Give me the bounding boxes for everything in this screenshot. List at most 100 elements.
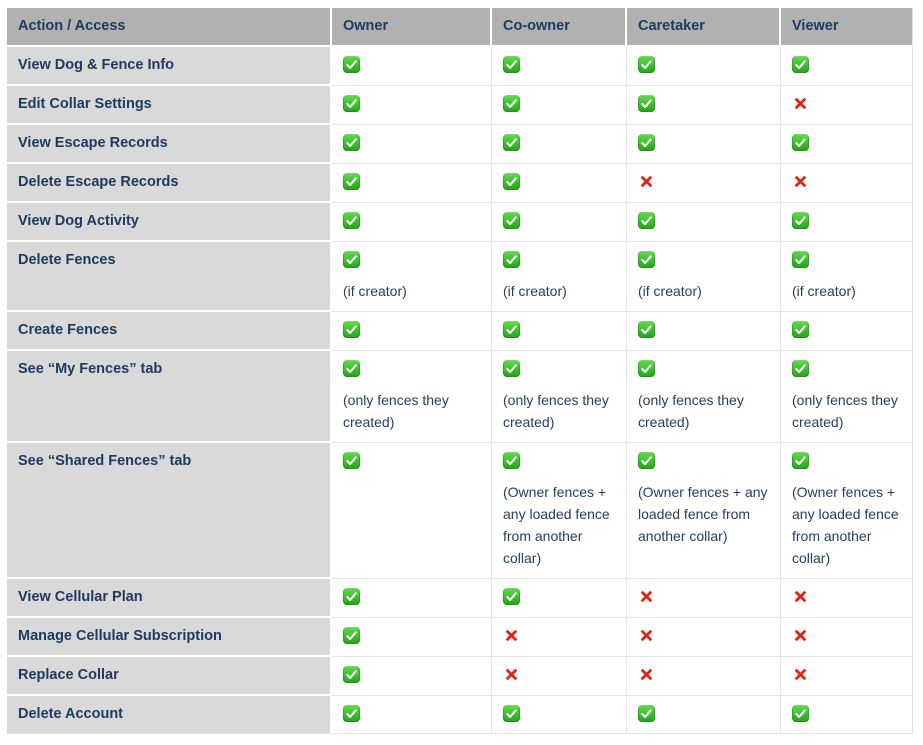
table-row: Edit Collar Settings (7, 86, 913, 125)
permission-granted-cell (332, 657, 492, 696)
check-icon (343, 251, 360, 268)
permission-granted-cell (332, 618, 492, 657)
table-row: See “Shared Fences” tab (Owner fences + a… (7, 443, 913, 579)
table-row: View Escape Records (7, 125, 913, 164)
permission-note: (only fences they created) (792, 392, 898, 430)
permission-granted-cell (627, 203, 781, 242)
permission-granted-cell (332, 47, 492, 86)
table-row: See “My Fences” tab (only fences they cre… (7, 351, 913, 443)
check-icon (343, 666, 360, 683)
check-icon (638, 321, 655, 338)
permission-note: (Owner fences + any loaded fence from an… (792, 484, 899, 566)
column-header-viewer: Viewer (781, 8, 913, 47)
permissions-table-header: Action / Access Owner Co-owner Caretaker Vie… (7, 8, 913, 47)
permission-denied-cell (492, 657, 627, 696)
table-row: Replace Collar (7, 657, 913, 696)
cross-icon (638, 588, 655, 605)
permission-granted-cell (781, 47, 913, 86)
check-icon (503, 321, 520, 338)
action-label: See “My Fences” tab (7, 351, 332, 443)
action-label: Delete Fences (7, 242, 332, 312)
permission-granted-cell (332, 579, 492, 618)
table-row: View Cellular Plan (7, 579, 913, 618)
table-row: View Dog Activity (7, 203, 913, 242)
permission-granted-cell: (Owner fences + any loaded fence from an… (627, 443, 781, 579)
permission-note: (if creator) (343, 283, 407, 299)
permission-granted-cell: (only fences they created) (627, 351, 781, 443)
cross-icon (638, 666, 655, 683)
check-icon (343, 360, 360, 377)
action-label: View Escape Records (7, 125, 332, 164)
permission-denied-cell (781, 86, 913, 125)
permission-granted-cell (492, 86, 627, 125)
check-icon (792, 321, 809, 338)
permission-granted-cell (332, 86, 492, 125)
table-row: Delete Escape Records (7, 164, 913, 203)
check-icon (638, 452, 655, 469)
check-icon (343, 56, 360, 73)
check-icon (638, 134, 655, 151)
check-icon (638, 360, 655, 377)
permission-granted-cell (781, 203, 913, 242)
check-icon (343, 452, 360, 469)
permission-note: (if creator) (792, 283, 856, 299)
permission-granted-cell (627, 696, 781, 734)
permission-denied-cell (781, 579, 913, 618)
permission-denied-cell (627, 657, 781, 696)
check-icon (343, 95, 360, 112)
permission-granted-cell (492, 579, 627, 618)
check-icon (638, 212, 655, 229)
permission-granted-cell (492, 47, 627, 86)
permission-denied-cell (627, 618, 781, 657)
check-icon (503, 212, 520, 229)
check-icon (792, 251, 809, 268)
permission-granted-cell (492, 203, 627, 242)
action-label: Replace Collar (7, 657, 332, 696)
check-icon (503, 173, 520, 190)
permission-granted-cell: (only fences they created) (332, 351, 492, 443)
table-row: Manage Cellular Subscription (7, 618, 913, 657)
check-icon (343, 173, 360, 190)
check-icon (503, 134, 520, 151)
permission-denied-cell (627, 164, 781, 203)
check-icon (503, 588, 520, 605)
permission-granted-cell: (Owner fences + any loaded fence from an… (492, 443, 627, 579)
check-icon (638, 95, 655, 112)
permission-granted-cell (781, 696, 913, 734)
check-icon (792, 134, 809, 151)
permission-note: (only fences they created) (638, 392, 744, 430)
permission-note: (only fences they created) (343, 392, 449, 430)
permission-denied-cell (781, 657, 913, 696)
table-row: View Dog & Fence Info (7, 47, 913, 86)
check-icon (343, 705, 360, 722)
action-label: View Dog & Fence Info (7, 47, 332, 86)
check-icon (503, 452, 520, 469)
permission-granted-cell (492, 164, 627, 203)
check-icon (503, 251, 520, 268)
permission-denied-cell (627, 579, 781, 618)
action-label: Delete Escape Records (7, 164, 332, 203)
check-icon (503, 360, 520, 377)
action-label: Edit Collar Settings (7, 86, 332, 125)
cross-icon (638, 173, 655, 190)
permission-granted-cell (627, 86, 781, 125)
permission-granted-cell (781, 125, 913, 164)
column-header-owner: Owner (332, 8, 492, 47)
check-icon (343, 321, 360, 338)
cross-icon (503, 666, 520, 683)
cross-icon (792, 588, 809, 605)
check-icon (343, 627, 360, 644)
table-row: Create Fences (7, 312, 913, 351)
check-icon (792, 360, 809, 377)
cross-icon (792, 173, 809, 190)
permission-granted-cell (332, 312, 492, 351)
check-icon (503, 56, 520, 73)
permission-granted-cell (627, 47, 781, 86)
permission-granted-cell (492, 312, 627, 351)
permission-denied-cell (781, 164, 913, 203)
permission-note: (Owner fences + any loaded fence from an… (503, 484, 610, 566)
check-icon (638, 705, 655, 722)
permission-granted-cell (332, 164, 492, 203)
column-header-co-owner: Co-owner (492, 8, 627, 47)
permissions-table-body: View Dog & Fence Info Edit Collar Setting… (7, 47, 913, 734)
